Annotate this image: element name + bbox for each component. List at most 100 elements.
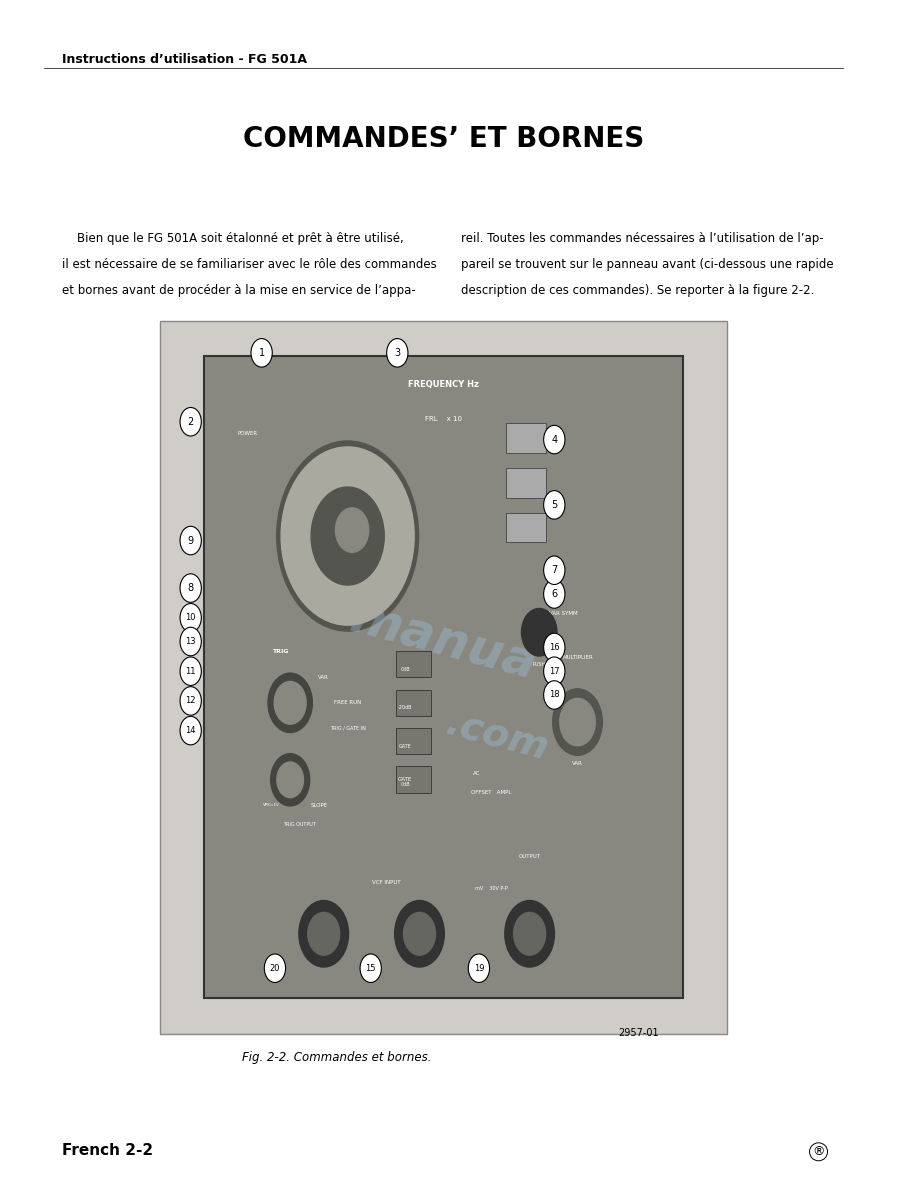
- Circle shape: [180, 604, 201, 632]
- Text: 17: 17: [549, 666, 560, 676]
- Circle shape: [335, 507, 369, 552]
- Circle shape: [404, 912, 435, 955]
- Text: ®: ®: [812, 1145, 824, 1158]
- Text: VAR: VAR: [319, 675, 330, 680]
- Text: 5: 5: [551, 500, 557, 510]
- Text: 18: 18: [549, 690, 560, 700]
- Text: -20dB: -20dB: [397, 706, 412, 710]
- Text: FREQUENCY Hz: FREQUENCY Hz: [408, 380, 479, 390]
- Text: mV    30V P-P: mV 30V P-P: [475, 886, 508, 891]
- Bar: [506, 468, 545, 498]
- Text: VCF INPUT: VCF INPUT: [372, 880, 400, 885]
- Text: 7: 7: [551, 565, 557, 575]
- Circle shape: [543, 580, 565, 608]
- Text: 2: 2: [187, 417, 194, 426]
- Bar: [396, 651, 431, 677]
- Text: VPK=1V: VPK=1V: [263, 803, 279, 808]
- Text: 2957-01: 2957-01: [618, 1028, 659, 1037]
- Bar: [506, 423, 545, 453]
- Text: il est nécessaire de se familiariser avec le rôle des commandes: il est nécessaire de se familiariser ave…: [62, 258, 437, 271]
- Circle shape: [560, 699, 595, 746]
- Circle shape: [180, 526, 201, 555]
- Circle shape: [180, 687, 201, 715]
- Circle shape: [468, 954, 489, 982]
- Circle shape: [395, 901, 444, 967]
- Text: VAR: VAR: [572, 762, 583, 766]
- Circle shape: [251, 339, 273, 367]
- Circle shape: [514, 912, 545, 955]
- Text: 9: 9: [187, 536, 194, 545]
- Bar: [160, 321, 727, 1034]
- Text: SLOPE: SLOPE: [310, 803, 328, 808]
- Bar: [506, 513, 545, 543]
- Text: PUSH: PUSH: [532, 662, 546, 666]
- Circle shape: [543, 633, 565, 662]
- Circle shape: [180, 574, 201, 602]
- Circle shape: [299, 901, 349, 967]
- Text: AC: AC: [474, 771, 481, 776]
- Bar: [204, 356, 683, 998]
- Bar: [396, 766, 431, 792]
- Text: 6: 6: [551, 589, 557, 599]
- Circle shape: [521, 608, 557, 656]
- Circle shape: [180, 627, 201, 656]
- Text: VAR SYMM: VAR SYMM: [549, 611, 577, 615]
- Text: 4: 4: [551, 435, 557, 444]
- Circle shape: [180, 716, 201, 745]
- Text: et bornes avant de procéder à la mise en service de l’appa-: et bornes avant de procéder à la mise en…: [62, 284, 416, 297]
- Circle shape: [386, 339, 408, 367]
- Text: TRIG / GATE IN: TRIG / GATE IN: [330, 726, 365, 731]
- Text: TRIG: TRIG: [273, 649, 289, 655]
- Text: 3: 3: [394, 348, 400, 358]
- Text: pareil se trouvent sur le panneau avant (ci-dessous une rapide: pareil se trouvent sur le panneau avant …: [461, 258, 834, 271]
- Text: 10: 10: [185, 613, 196, 623]
- Text: 19: 19: [474, 963, 484, 973]
- Text: 16: 16: [549, 643, 560, 652]
- Text: Instructions d’utilisation - FG 501A: Instructions d’utilisation - FG 501A: [62, 53, 308, 67]
- Circle shape: [268, 674, 312, 733]
- Circle shape: [360, 954, 381, 982]
- Text: 14: 14: [185, 726, 196, 735]
- Text: OFFSET   AMPL: OFFSET AMPL: [471, 790, 511, 795]
- Text: Fig. 2-2. Commandes et bornes.: Fig. 2-2. Commandes et bornes.: [242, 1051, 431, 1064]
- Text: POWER: POWER: [237, 431, 257, 436]
- Text: GATE: GATE: [398, 744, 411, 748]
- Text: MULTIPLIER: MULTIPLIER: [562, 656, 593, 661]
- Circle shape: [308, 912, 340, 955]
- Circle shape: [543, 556, 565, 584]
- Circle shape: [311, 487, 385, 584]
- Text: description de ces commandes). Se reporter à la figure 2-2.: description de ces commandes). Se report…: [461, 284, 814, 297]
- Text: 8: 8: [187, 583, 194, 593]
- Text: COMMANDES’ ET BORNES: COMMANDES’ ET BORNES: [242, 125, 644, 153]
- Text: 0dB: 0dB: [400, 783, 410, 788]
- Text: 11: 11: [185, 666, 196, 676]
- Text: TRIG OUTPUT: TRIG OUTPUT: [284, 822, 316, 827]
- Circle shape: [543, 681, 565, 709]
- Text: 20: 20: [270, 963, 280, 973]
- Text: .com: .com: [441, 704, 553, 769]
- Circle shape: [543, 657, 565, 685]
- Text: Bien que le FG 501A soit étalonné et prêt à être utilisé,: Bien que le FG 501A soit étalonné et prê…: [62, 232, 404, 245]
- Circle shape: [543, 491, 565, 519]
- Circle shape: [271, 753, 309, 805]
- Text: FREE RUN: FREE RUN: [334, 700, 362, 706]
- Text: FRL    x 10: FRL x 10: [425, 416, 462, 422]
- Text: 12: 12: [185, 696, 196, 706]
- Circle shape: [505, 901, 554, 967]
- Circle shape: [543, 425, 565, 454]
- Bar: [396, 689, 431, 715]
- Circle shape: [180, 657, 201, 685]
- Circle shape: [553, 689, 602, 756]
- Text: 15: 15: [365, 963, 376, 973]
- Circle shape: [276, 441, 419, 631]
- Text: 1: 1: [259, 348, 264, 358]
- Circle shape: [274, 682, 306, 725]
- Circle shape: [180, 407, 201, 436]
- Bar: [396, 728, 431, 754]
- Text: 0dB: 0dB: [400, 666, 410, 672]
- Text: OUTPUT: OUTPUT: [519, 854, 541, 859]
- Text: reil. Toutes les commandes nécessaires à l’utilisation de l’ap-: reil. Toutes les commandes nécessaires à…: [461, 232, 823, 245]
- Text: French 2-2: French 2-2: [62, 1143, 153, 1158]
- Text: GATE: GATE: [398, 777, 412, 783]
- Circle shape: [281, 447, 414, 625]
